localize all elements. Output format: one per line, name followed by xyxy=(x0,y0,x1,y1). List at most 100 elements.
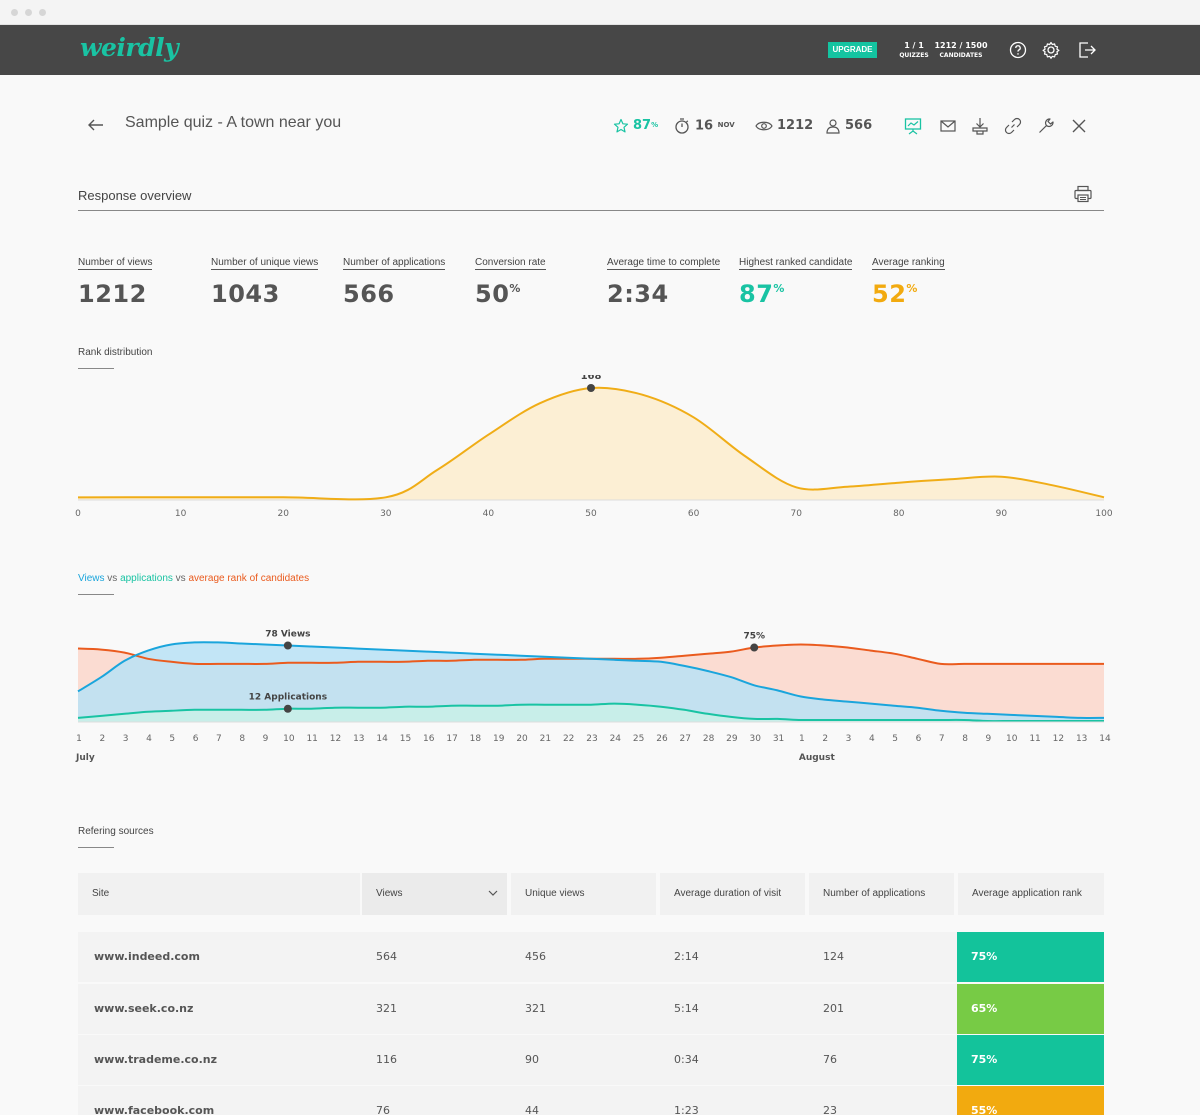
title-part-applications: applications xyxy=(120,573,173,584)
date-day: 16 xyxy=(695,118,714,134)
views-stat: 1212 xyxy=(755,117,813,135)
annotation-point xyxy=(283,641,292,650)
table-row[interactable]: www.seek.co.nz 321 321 5:14 201 65% xyxy=(78,984,1104,1034)
column-header-applications[interactable]: Number of applications xyxy=(809,873,954,915)
x-tick-label: 28 xyxy=(703,734,715,744)
x-tick-label: 20 xyxy=(516,734,528,744)
x-tick-label: 7 xyxy=(216,734,222,744)
close-icon[interactable] xyxy=(1069,116,1089,136)
cell-unique-views: 44 xyxy=(525,1104,539,1115)
window-dot-icon xyxy=(11,9,18,16)
logo[interactable]: weirdly xyxy=(80,33,179,62)
x-tick-label: 16 xyxy=(423,734,435,744)
x-tick-label: 6 xyxy=(916,734,922,744)
column-header-site[interactable]: Site xyxy=(78,873,360,915)
metric-number: 1043 xyxy=(211,280,280,308)
metric-value: 2:34 xyxy=(607,280,720,308)
cell-duration: 1:23 xyxy=(674,1104,699,1115)
metric-label: Highest ranked candidate xyxy=(739,257,853,270)
cell-site: www.indeed.com xyxy=(94,950,200,963)
metric-applications: Number of applications 566 xyxy=(343,250,446,308)
browser-chrome xyxy=(0,0,1200,25)
x-tick-label: 10 xyxy=(1006,734,1018,744)
x-tick-label: 11 xyxy=(306,734,317,744)
cell-rank-badge: 65% xyxy=(957,984,1104,1034)
cell-rank-badge: 75% xyxy=(957,1035,1104,1085)
page-title: Sample quiz - A town near you xyxy=(125,114,342,131)
date-stat: 16 NOV xyxy=(673,117,735,135)
x-tick-label: 60 xyxy=(688,509,700,519)
x-tick-label: 18 xyxy=(470,734,482,744)
chevron-down-icon[interactable] xyxy=(487,888,499,898)
title-part-views: Views xyxy=(78,573,105,584)
settings-gear-icon[interactable] xyxy=(1039,38,1063,62)
column-header-duration[interactable]: Average duration of visit xyxy=(660,873,805,915)
response-overview-title: Response overview xyxy=(78,188,192,203)
x-tick-label: 5 xyxy=(169,734,175,744)
x-tick-label: 12 xyxy=(330,734,341,744)
back-arrow-icon[interactable] xyxy=(86,115,106,135)
help-icon[interactable] xyxy=(1006,38,1030,62)
metric-value: 87% xyxy=(739,280,852,308)
x-tick-label: 10 xyxy=(175,509,187,519)
x-tick-label: 19 xyxy=(493,734,505,744)
views-value: 1212 xyxy=(777,118,814,133)
peak-label: 168 xyxy=(581,375,602,382)
rating-unit: % xyxy=(651,121,659,129)
link-icon[interactable] xyxy=(1003,116,1023,136)
metric-number: 50 xyxy=(475,280,510,308)
metric-average-ranking: Average ranking 52% xyxy=(872,250,945,308)
table-row[interactable]: www.facebook.com 76 44 1:23 23 55% xyxy=(78,1086,1104,1115)
eye-icon xyxy=(755,121,773,130)
upgrade-button[interactable]: UPGRADE xyxy=(828,42,877,58)
column-header-unique-views[interactable]: Unique views xyxy=(511,873,656,915)
download-icon[interactable] xyxy=(970,116,990,136)
annotation-point xyxy=(283,704,292,713)
cell-site: www.facebook.com xyxy=(94,1104,215,1115)
column-header-rank[interactable]: Average application rank xyxy=(958,873,1104,915)
x-tick-label: 70 xyxy=(790,509,802,519)
x-tick-label: 24 xyxy=(610,734,622,744)
metric-value: 1212 xyxy=(78,280,152,308)
cell-unique-views: 321 xyxy=(525,1002,546,1015)
x-tick-label: 26 xyxy=(656,734,668,744)
metric-value: 566 xyxy=(343,280,445,308)
column-header-views[interactable]: Views xyxy=(362,873,507,915)
month-label: July xyxy=(75,753,95,763)
logout-icon[interactable] xyxy=(1075,38,1099,62)
print-icon[interactable] xyxy=(1073,184,1093,204)
x-tick-label: 8 xyxy=(239,734,245,744)
cell-views: 564 xyxy=(376,950,397,963)
metric-value: 50% xyxy=(475,280,546,308)
metric-highest-ranked: Highest ranked candidate 87% xyxy=(739,250,853,308)
presentation-icon[interactable] xyxy=(903,116,923,136)
metric-label: Average time to complete xyxy=(607,257,721,270)
table-row[interactable]: www.indeed.com 564 456 2:14 124 75% xyxy=(78,932,1104,982)
table-row[interactable]: www.trademe.co.nz 116 90 0:34 76 75% xyxy=(78,1035,1104,1085)
metric-number: 566 xyxy=(343,280,395,308)
x-tick-label: 1 xyxy=(799,734,805,744)
cell-rank-badge: 75% xyxy=(957,932,1104,982)
x-tick-label: 3 xyxy=(846,734,852,744)
rank-line xyxy=(77,386,1105,501)
wrench-icon[interactable] xyxy=(1036,116,1056,136)
metric-label: Average ranking xyxy=(872,257,945,270)
cell-site: www.trademe.co.nz xyxy=(94,1053,217,1066)
email-icon[interactable] xyxy=(938,116,958,136)
x-tick-label: 13 xyxy=(1076,734,1087,744)
x-tick-label: 30 xyxy=(750,734,762,744)
stopwatch-icon xyxy=(675,118,689,134)
metric-unique-views: Number of unique views 1043 xyxy=(211,250,319,308)
x-tick-label: 9 xyxy=(263,734,269,744)
metric-unit: % xyxy=(773,282,785,295)
applicants-stat: 566 xyxy=(825,117,872,135)
x-tick-label: 8 xyxy=(962,734,968,744)
cell-unique-views: 90 xyxy=(525,1053,539,1066)
x-tick-label: 21 xyxy=(540,734,551,744)
cell-applications: 124 xyxy=(823,950,844,963)
annotation-label: 75% xyxy=(743,632,765,642)
title-part-sep: vs xyxy=(104,573,121,584)
date-month: NOV xyxy=(717,121,735,129)
candidates-quota-value: 1212 / 1500 xyxy=(934,41,988,50)
